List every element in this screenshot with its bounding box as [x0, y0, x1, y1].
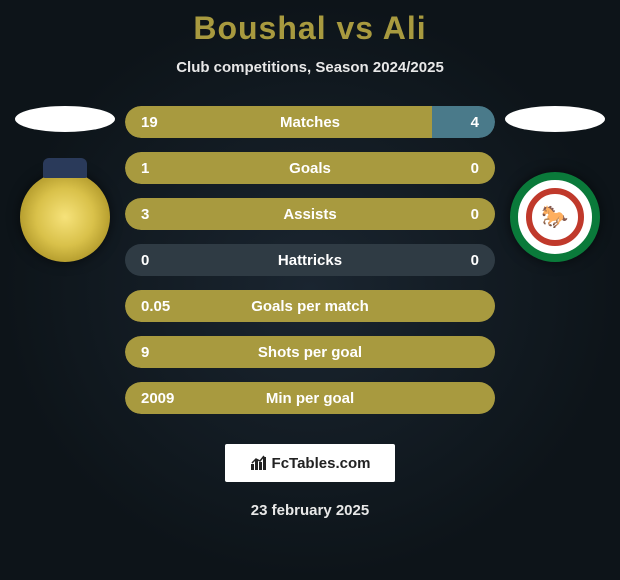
stat-row: 2009Min per goal [125, 382, 495, 414]
stat-value-left: 3 [125, 206, 195, 223]
right-team-crest: 🐎 [510, 172, 600, 262]
left-side [5, 106, 125, 262]
stat-value-left: 2009 [125, 390, 195, 407]
stat-value-left: 0.05 [125, 298, 195, 315]
stat-value-right: 0 [425, 206, 495, 223]
stat-value-right: 0 [425, 252, 495, 269]
subtitle: Club competitions, Season 2024/2025 [0, 59, 620, 76]
crest-inner-ring: 🐎 [526, 188, 584, 246]
stat-label: Matches [195, 114, 425, 131]
right-side: 🐎 [495, 106, 615, 262]
date-text: 23 february 2025 [0, 502, 620, 519]
page-title: Boushal vs Ali [0, 0, 620, 47]
stat-row: 1Goals0 [125, 152, 495, 184]
horse-icon: 🐎 [541, 206, 568, 228]
stat-label: Min per goal [195, 390, 425, 407]
right-ellipse [505, 106, 605, 132]
stat-value-left: 1 [125, 160, 195, 177]
stat-value-left: 19 [125, 114, 195, 131]
stat-row: 19Matches4 [125, 106, 495, 138]
stat-value-right: 0 [425, 160, 495, 177]
branding-text: FcTables.com [272, 455, 371, 472]
stat-value-left: 9 [125, 344, 195, 361]
stat-row: 3Assists0 [125, 198, 495, 230]
branding-badge: FcTables.com [225, 444, 395, 482]
left-team-crest [20, 172, 110, 262]
stat-value-left: 0 [125, 252, 195, 269]
stat-label: Goals [195, 160, 425, 177]
stat-label: Assists [195, 206, 425, 223]
left-ellipse [15, 106, 115, 132]
stat-row: 0.05Goals per match [125, 290, 495, 322]
stat-row: 0Hattricks0 [125, 244, 495, 276]
stat-label: Shots per goal [195, 344, 425, 361]
chart-icon [250, 454, 268, 472]
stat-value-right: 4 [425, 114, 495, 131]
stat-row: 9Shots per goal [125, 336, 495, 368]
comparison-main: 19Matches41Goals03Assists00Hattricks00.0… [0, 106, 620, 414]
stat-label: Goals per match [195, 298, 425, 315]
stat-label: Hattricks [195, 252, 425, 269]
stats-panel: 19Matches41Goals03Assists00Hattricks00.0… [125, 106, 495, 414]
